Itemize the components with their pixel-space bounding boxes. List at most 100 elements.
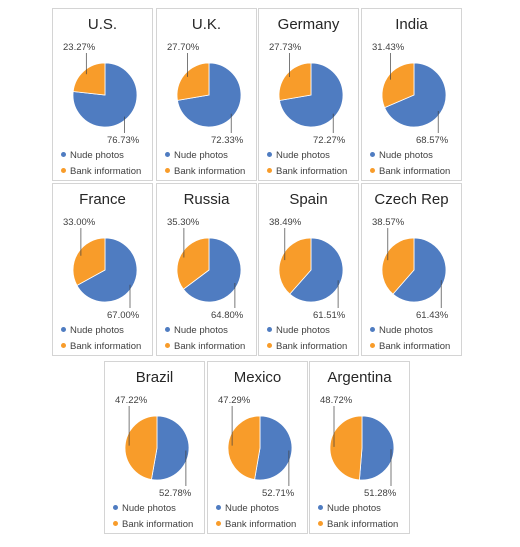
legend-item-nude-photos: Nude photos (267, 148, 347, 164)
pie-chart-panel: Spain 61.51% 38.49% Nude photos Bank informa… (258, 183, 359, 356)
pie-chart: 61.43% 38.57% (372, 217, 449, 321)
data-label-bank-information: 31.43% (372, 42, 405, 53)
legend-marker-icon (370, 327, 375, 332)
pie-chart-panel: Czech Rep 61.43% 38.57% Nude photos Bank inf… (361, 183, 462, 356)
data-label-bank-information: 33.00% (63, 217, 96, 228)
legend-marker-icon (165, 152, 170, 157)
legend-marker-icon (370, 168, 375, 173)
legend-item-bank-information: Bank information (165, 339, 245, 355)
data-label-nude-photos: 67.00% (107, 310, 140, 321)
legend-label: Nude photos (122, 503, 176, 514)
pie-chart: 76.73% 23.27% (63, 42, 140, 146)
pie-chart: 64.80% 35.30% (167, 217, 244, 321)
legend-item-bank-information: Bank information (61, 164, 141, 180)
pie-chart: 68.57% 31.43% (372, 42, 449, 146)
data-label-bank-information: 47.22% (115, 395, 148, 406)
data-label-bank-information: 27.73% (269, 42, 302, 53)
legend-item-bank-information: Bank information (61, 339, 141, 355)
chart-legend: Nude photos Bank information (267, 148, 347, 180)
chart-legend: Nude photos Bank information (113, 501, 193, 533)
legend-item-bank-information: Bank information (370, 164, 450, 180)
legend-marker-icon (267, 152, 272, 157)
legend-item-nude-photos: Nude photos (267, 323, 347, 339)
legend-label: Bank information (276, 341, 348, 352)
pie-slice-bank-information (72, 62, 106, 96)
pie-slice-bank-information (176, 62, 210, 101)
pie-slice-bank-information (124, 415, 158, 480)
pie-chart-panel: U.S. 76.73% 23.27% Nude photos Bank informat… (52, 8, 153, 181)
data-label-bank-information: 38.49% (269, 217, 302, 228)
legend-label: Nude photos (174, 150, 228, 161)
legend-label: Nude photos (225, 503, 279, 514)
chart-legend: Nude photos Bank information (318, 501, 398, 533)
pie-slice-bank-information (278, 62, 312, 101)
legend-marker-icon (216, 521, 221, 526)
pie-slice-nude-photos (150, 415, 190, 481)
legend-item-nude-photos: Nude photos (61, 323, 141, 339)
chart-legend: Nude photos Bank information (267, 323, 347, 355)
legend-marker-icon (318, 521, 323, 526)
data-label-nude-photos: 64.80% (211, 310, 244, 321)
legend-label: Nude photos (276, 325, 330, 336)
legend-label: Bank information (174, 341, 246, 352)
data-label-bank-information: 23.27% (63, 42, 96, 53)
pie-chart-panel: India 68.57% 31.43% Nude photos Bank informa… (361, 8, 462, 181)
chart-legend: Nude photos Bank information (165, 323, 245, 355)
chart-legend: Nude photos Bank information (165, 148, 245, 180)
pie-slice-bank-information (381, 237, 415, 295)
pie-chart-panel: Germany 72.27% 27.73% Nude photos Bank infor… (258, 8, 359, 181)
pie-slice-nude-photos (76, 237, 138, 303)
pie-chart: 72.27% 27.73% (269, 42, 346, 146)
chart-title: U.K. (191, 16, 222, 33)
legend-label: Bank information (70, 166, 142, 177)
pie-slice-bank-information (381, 62, 415, 109)
pie-chart-panel: Brazil 52.78% 47.22% Nude photos Bank inform… (104, 361, 205, 534)
legend-marker-icon (61, 152, 66, 157)
legend-marker-icon (370, 152, 375, 157)
data-label-nude-photos: 68.57% (416, 135, 449, 146)
pie-slice-bank-information (227, 415, 261, 481)
data-label-nude-photos: 72.27% (313, 135, 346, 146)
legend-item-bank-information: Bank information (318, 517, 398, 533)
pie-slice-bank-information (329, 415, 363, 481)
pie-slice-nude-photos (182, 237, 242, 303)
legend-item-bank-information: Bank information (370, 339, 450, 355)
legend-marker-icon (267, 168, 272, 173)
pie-chart-panel: France 67.00% 33.00% Nude photos Bank inform… (52, 183, 153, 356)
legend-marker-icon (61, 343, 66, 348)
legend-label: Bank information (276, 166, 348, 177)
legend-label: Bank information (174, 166, 246, 177)
legend-marker-icon (267, 327, 272, 332)
legend-label: Nude photos (174, 325, 228, 336)
legend-label: Bank information (70, 341, 142, 352)
pie-chart-panel: Argentina 51.28% 48.72% Nude photos Bank inf… (309, 361, 410, 534)
data-label-bank-information: 35.30% (167, 217, 200, 228)
data-label-nude-photos: 76.73% (107, 135, 140, 146)
pie-chart-panel: Russia 64.80% 35.30% Nude photos Bank inform… (156, 183, 257, 356)
legend-label: Bank information (379, 166, 451, 177)
pie-chart: 61.51% 38.49% (269, 217, 346, 321)
legend-marker-icon (318, 505, 323, 510)
chart-title: U.S. (87, 16, 118, 33)
pie-slice-bank-information (176, 237, 210, 290)
pie-slice-nude-photos (392, 237, 447, 303)
data-label-nude-photos: 51.28% (364, 488, 397, 499)
data-label-nude-photos: 61.51% (313, 310, 346, 321)
chart-title: Argentina (327, 369, 392, 386)
chart-title: Spain (289, 191, 328, 208)
pie-chart: 51.28% 48.72% (320, 395, 397, 499)
chart-legend: Nude photos Bank information (61, 323, 141, 355)
pie-chart-panel: Mexico 52.71% 47.29% Nude photos Bank inform… (207, 361, 308, 534)
pie-chart: 52.78% 47.22% (115, 395, 192, 499)
legend-marker-icon (113, 521, 118, 526)
legend-marker-icon (113, 505, 118, 510)
chart-legend: Nude photos Bank information (216, 501, 296, 533)
pie-slice-nude-photos (384, 62, 447, 128)
chart-title: Germany (277, 16, 340, 33)
legend-marker-icon (61, 168, 66, 173)
legend-marker-icon (267, 343, 272, 348)
pie-chart: 72.33% 27.70% (167, 42, 244, 146)
data-label-nude-photos: 61.43% (416, 310, 449, 321)
chart-legend: Nude photos Bank information (370, 323, 450, 355)
legend-item-bank-information: Bank information (267, 339, 347, 355)
